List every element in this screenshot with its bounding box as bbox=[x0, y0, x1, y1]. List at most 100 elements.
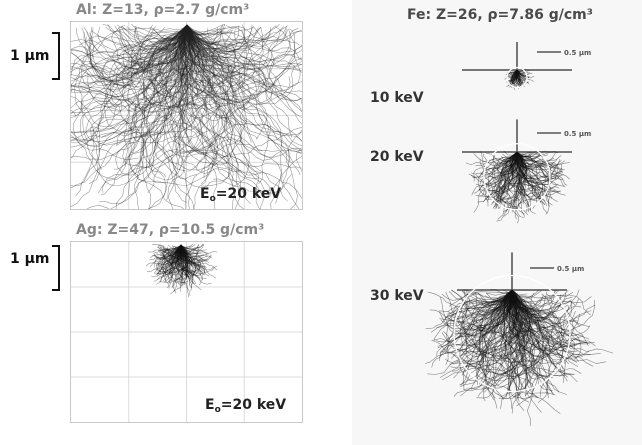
electron-trajectory bbox=[176, 244, 206, 273]
electron-trajectory bbox=[165, 244, 183, 281]
electron-trajectory bbox=[162, 244, 182, 263]
electron-trajectory bbox=[71, 24, 188, 114]
electron-trajectory bbox=[177, 244, 190, 273]
electron-trajectory bbox=[157, 244, 182, 277]
electron-trajectory bbox=[156, 244, 182, 266]
fe-20kev-label: 20 keV bbox=[370, 149, 424, 165]
electron-trajectory bbox=[162, 24, 265, 209]
electron-trajectory bbox=[186, 24, 302, 95]
electron-trajectory bbox=[147, 244, 182, 273]
electron-trajectory bbox=[89, 24, 190, 77]
electron-trajectory bbox=[483, 289, 531, 393]
electron-trajectory bbox=[71, 24, 188, 72]
electron-trajectory bbox=[165, 24, 215, 156]
electron-trajectory bbox=[180, 244, 197, 284]
electron-trajectory bbox=[186, 24, 302, 163]
electron-trajectory bbox=[116, 24, 234, 146]
electron-trajectory bbox=[134, 24, 188, 40]
electron-trajectory bbox=[179, 25, 302, 169]
electron-trajectory bbox=[116, 24, 194, 147]
electron-trajectory bbox=[177, 244, 203, 273]
electron-trajectory bbox=[186, 24, 288, 202]
electron-trajectory bbox=[180, 244, 193, 292]
electron-trajectory bbox=[86, 24, 188, 209]
electron-trajectory bbox=[130, 24, 246, 172]
electron-trajectory bbox=[97, 24, 189, 69]
electron-trajectory bbox=[114, 24, 188, 170]
electron-trajectory bbox=[71, 24, 188, 106]
electron-trajectory bbox=[178, 24, 233, 73]
electron-trajectory bbox=[163, 244, 182, 256]
electron-trajectory bbox=[509, 289, 579, 362]
electron-trajectory bbox=[167, 244, 182, 278]
electron-trajectory bbox=[180, 244, 192, 277]
electron-trajectory bbox=[180, 24, 289, 77]
electron-trajectory bbox=[180, 244, 210, 277]
electron-trajectory bbox=[163, 244, 185, 283]
electron-trajectory bbox=[131, 23, 188, 52]
electron-trajectory bbox=[180, 244, 194, 289]
electron-trajectory bbox=[186, 24, 226, 33]
electron-trajectory bbox=[83, 24, 188, 82]
electron-trajectory bbox=[178, 24, 202, 153]
electron-trajectory bbox=[516, 151, 561, 198]
electron-trajectory bbox=[71, 24, 188, 134]
electron-trajectory bbox=[126, 24, 190, 113]
electron-trajectory bbox=[503, 289, 574, 377]
electron-trajectory bbox=[167, 24, 219, 153]
electron-trajectory bbox=[81, 24, 188, 108]
electron-trajectory bbox=[71, 24, 188, 103]
electron-trajectory bbox=[78, 24, 210, 96]
electron-trajectory bbox=[179, 244, 183, 272]
electron-trajectory bbox=[168, 244, 182, 272]
fe-10kev-label: 10 keV bbox=[370, 90, 424, 106]
electron-trajectory bbox=[184, 24, 252, 143]
electron-trajectory bbox=[178, 244, 218, 274]
electron-trajectory bbox=[181, 24, 302, 119]
electron-trajectory bbox=[180, 244, 202, 277]
electron-trajectory bbox=[186, 24, 237, 149]
electron-trajectory bbox=[180, 244, 209, 263]
electron-trajectory bbox=[436, 289, 513, 357]
electron-trajectory bbox=[154, 244, 182, 274]
fe-trajectory-plot: 0.5 μm 0.5 μm 0.5 μm bbox=[425, 42, 614, 427]
electron-trajectory bbox=[509, 69, 518, 88]
electron-trajectory bbox=[184, 24, 225, 52]
electron-trajectory bbox=[174, 244, 190, 271]
electron-trajectory bbox=[457, 289, 513, 331]
electron-trajectory bbox=[483, 151, 518, 167]
electron-trajectory bbox=[186, 24, 235, 209]
electron-trajectory bbox=[71, 24, 188, 64]
electron-trajectory bbox=[71, 24, 188, 159]
electron-trajectory bbox=[186, 24, 277, 49]
electron-trajectory bbox=[180, 244, 195, 284]
electron-trajectory bbox=[71, 24, 188, 119]
electron-trajectory bbox=[180, 244, 189, 286]
electron-trajectory bbox=[71, 24, 188, 118]
electron-trajectory bbox=[180, 244, 217, 279]
electron-trajectory bbox=[158, 244, 186, 274]
electron-trajectory bbox=[185, 24, 280, 154]
electron-trajectory bbox=[107, 23, 188, 65]
electron-trajectory bbox=[119, 24, 245, 97]
electron-trajectory bbox=[511, 289, 575, 383]
electron-trajectory bbox=[186, 24, 234, 169]
electron-trajectory bbox=[162, 244, 183, 270]
electron-trajectory bbox=[156, 244, 183, 256]
electron-trajectory bbox=[180, 244, 185, 287]
electron-trajectory bbox=[71, 24, 188, 73]
electron-trajectory bbox=[186, 24, 302, 60]
electron-trajectory bbox=[82, 24, 188, 82]
electron-trajectory bbox=[145, 24, 195, 209]
electron-trajectory bbox=[180, 244, 204, 270]
electron-trajectory bbox=[176, 244, 189, 280]
electron-trajectory bbox=[110, 24, 192, 209]
electron-trajectory bbox=[155, 244, 182, 276]
electron-trajectory bbox=[170, 244, 182, 274]
electron-trajectory bbox=[186, 24, 238, 59]
electron-trajectory bbox=[186, 24, 302, 142]
electron-trajectory bbox=[148, 24, 194, 209]
electron-trajectory bbox=[158, 24, 302, 154]
electron-trajectory bbox=[116, 24, 188, 50]
electron-trajectory bbox=[149, 244, 182, 258]
